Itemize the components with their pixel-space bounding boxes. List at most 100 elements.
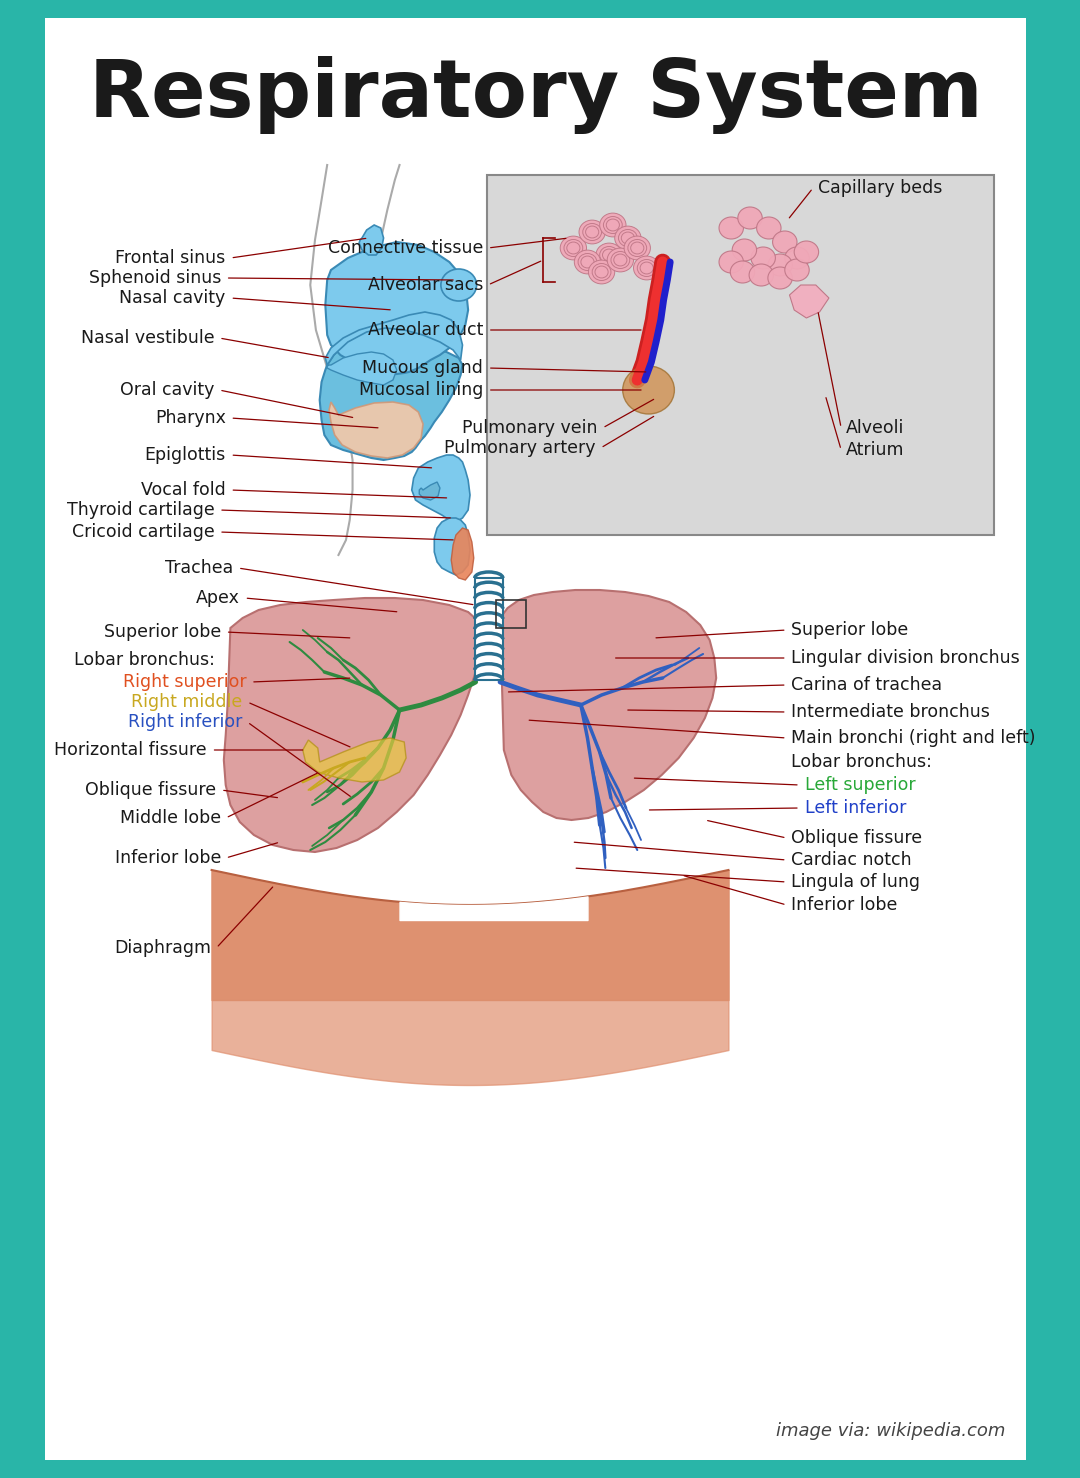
Ellipse shape [757, 217, 781, 239]
Ellipse shape [599, 247, 619, 263]
Ellipse shape [627, 239, 647, 257]
Text: Horizontal fissure: Horizontal fissure [54, 740, 207, 760]
Ellipse shape [599, 213, 626, 236]
Text: Lingula of lung: Lingula of lung [792, 873, 920, 891]
Polygon shape [325, 312, 462, 365]
Text: Pulmonary artery: Pulmonary artery [445, 439, 596, 457]
Ellipse shape [607, 248, 634, 272]
Ellipse shape [634, 256, 660, 279]
Polygon shape [302, 738, 406, 782]
Ellipse shape [732, 239, 757, 262]
Text: Mucous gland: Mucous gland [362, 359, 483, 377]
Bar [487, 174, 995, 535]
Ellipse shape [595, 266, 608, 278]
Text: Frontal sinus: Frontal sinus [116, 248, 226, 268]
Text: Capillary beds: Capillary beds [818, 179, 942, 197]
Text: Nasal vestibule: Nasal vestibule [81, 330, 215, 347]
Ellipse shape [719, 217, 743, 239]
Text: Oral cavity: Oral cavity [120, 381, 215, 399]
Text: Trachea: Trachea [165, 559, 233, 576]
Text: Intermediate bronchus: Intermediate bronchus [792, 704, 990, 721]
Text: Superior lobe: Superior lobe [104, 624, 221, 641]
Ellipse shape [589, 260, 615, 284]
Polygon shape [789, 285, 829, 318]
Text: Lobar bronchus:: Lobar bronchus: [73, 650, 215, 670]
Text: Vocal fold: Vocal fold [141, 480, 226, 500]
Ellipse shape [621, 232, 634, 244]
Ellipse shape [613, 254, 626, 266]
Polygon shape [329, 402, 423, 458]
Polygon shape [419, 482, 440, 500]
Text: Right inferior: Right inferior [129, 712, 243, 732]
Ellipse shape [583, 223, 602, 241]
Ellipse shape [585, 226, 598, 238]
Text: Superior lobe: Superior lobe [792, 621, 908, 638]
Ellipse shape [640, 262, 653, 273]
Text: Cricoid cartilage: Cricoid cartilage [71, 523, 215, 541]
Text: image via: wikipedia.com: image via: wikipedia.com [777, 1422, 1005, 1440]
Bar [475, 578, 503, 680]
Ellipse shape [592, 263, 611, 281]
Ellipse shape [615, 226, 642, 250]
Polygon shape [451, 528, 474, 579]
Text: Epiglottis: Epiglottis [145, 446, 226, 464]
Ellipse shape [631, 242, 644, 254]
Ellipse shape [603, 250, 616, 262]
Ellipse shape [794, 241, 819, 263]
Text: Carina of trachea: Carina of trachea [792, 675, 943, 695]
Text: Sphenoid sinus: Sphenoid sinus [89, 269, 221, 287]
Text: Alveoli: Alveoli [846, 418, 904, 437]
Text: Cardiac notch: Cardiac notch [792, 851, 912, 869]
Ellipse shape [772, 231, 797, 253]
Text: Respiratory System: Respiratory System [89, 56, 983, 134]
Ellipse shape [751, 247, 775, 269]
Ellipse shape [581, 256, 594, 268]
Polygon shape [325, 242, 468, 374]
Ellipse shape [619, 229, 637, 247]
Ellipse shape [596, 242, 622, 268]
Text: Oblique fissure: Oblique fissure [792, 829, 922, 847]
Ellipse shape [579, 220, 605, 244]
Text: Lobar bronchus:: Lobar bronchus: [792, 752, 932, 772]
Ellipse shape [768, 268, 793, 290]
Bar [497, 600, 526, 628]
Ellipse shape [606, 219, 620, 231]
Text: Mucosal lining: Mucosal lining [359, 381, 483, 399]
Text: Middle lobe: Middle lobe [120, 808, 221, 828]
Text: Inferior lobe: Inferior lobe [114, 848, 221, 868]
Text: Pulmonary vein: Pulmonary vein [462, 418, 598, 437]
Text: Thyroid cartilage: Thyroid cartilage [67, 501, 215, 519]
Ellipse shape [564, 239, 583, 257]
Ellipse shape [719, 251, 743, 273]
Polygon shape [360, 225, 383, 256]
Ellipse shape [441, 269, 476, 302]
Text: Alveolar duct: Alveolar duct [368, 321, 483, 338]
Polygon shape [411, 455, 470, 522]
Text: Atrium: Atrium [846, 440, 904, 460]
Text: Main bronchi (right and left): Main bronchi (right and left) [792, 729, 1036, 746]
Ellipse shape [611, 251, 630, 269]
Bar [475, 578, 503, 680]
Text: Connective tissue: Connective tissue [328, 239, 483, 257]
Text: Nasal cavity: Nasal cavity [120, 290, 226, 307]
Text: Apex: Apex [195, 590, 240, 607]
Text: Lingular division bronchus: Lingular division bronchus [792, 649, 1021, 667]
Ellipse shape [637, 260, 656, 276]
Text: Right middle: Right middle [132, 693, 243, 711]
Ellipse shape [575, 250, 600, 273]
Ellipse shape [768, 254, 793, 276]
Text: Alveolar sacs: Alveolar sacs [368, 276, 483, 294]
Text: Pharynx: Pharynx [154, 409, 226, 427]
Ellipse shape [730, 262, 755, 282]
Polygon shape [327, 352, 396, 384]
Ellipse shape [604, 216, 622, 234]
Ellipse shape [623, 367, 674, 414]
Polygon shape [320, 336, 462, 460]
Polygon shape [500, 590, 716, 820]
Text: Left inferior: Left inferior [805, 800, 906, 817]
Ellipse shape [785, 259, 809, 281]
Polygon shape [224, 599, 482, 851]
Ellipse shape [738, 207, 762, 229]
Text: Diaphragm: Diaphragm [114, 939, 212, 956]
Ellipse shape [750, 265, 773, 287]
